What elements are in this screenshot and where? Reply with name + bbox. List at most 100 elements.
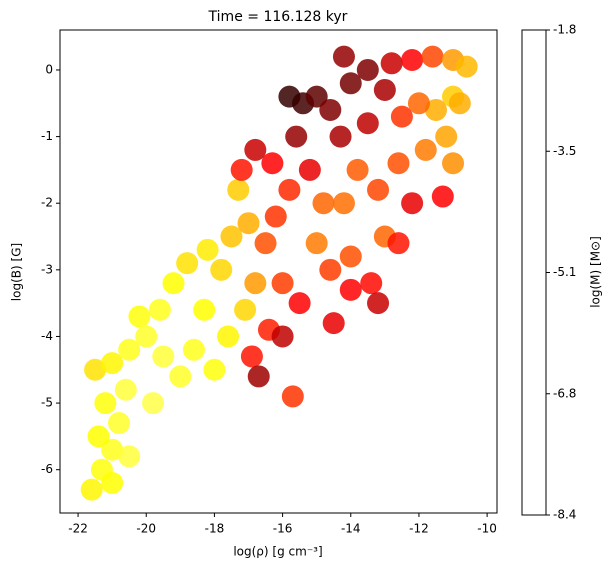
scatter-point (298, 158, 321, 181)
x-tick-label: -16 (273, 522, 293, 536)
scatter-point (285, 125, 308, 148)
scatter-point (237, 212, 260, 235)
colorbar-tick-label: -3.5 (553, 144, 576, 158)
scatter-point (356, 58, 379, 81)
scatter-point (196, 238, 219, 261)
scatter-point (254, 232, 277, 255)
x-tick-label: -14 (341, 522, 361, 536)
x-tick-label: -18 (205, 522, 225, 536)
scatter-point (360, 272, 383, 295)
x-tick-label: -12 (409, 522, 429, 536)
scatter-point (339, 278, 362, 301)
plot-frame (59, 29, 498, 514)
y-axis-label: log(B) [G] (10, 243, 24, 301)
scatter-point (217, 325, 240, 348)
scatter-point (339, 245, 362, 268)
scatter-point (332, 192, 355, 215)
scatter-point (346, 158, 369, 181)
y-tick-label: -3 (41, 262, 53, 276)
scatter-point (305, 232, 328, 255)
scatter-point (373, 78, 396, 101)
y-tick-label: -6 (41, 462, 53, 476)
scatter-point (278, 178, 301, 201)
scatter-point (240, 345, 263, 368)
scatter-point (210, 258, 233, 281)
scatter-point (367, 178, 390, 201)
scatter-point (401, 192, 424, 215)
scatter-point (319, 98, 342, 121)
scatter-point (312, 192, 335, 215)
scatter-point (220, 225, 243, 248)
scatter-point (414, 138, 437, 161)
scatter-point (135, 325, 158, 348)
scatter-point (247, 365, 270, 388)
x-tick-label: -20 (136, 522, 156, 536)
colorbar-label: log(M) [M⊙] (589, 236, 603, 308)
scatter-point (169, 365, 192, 388)
scatter-point (203, 358, 226, 381)
colorbar (521, 29, 547, 516)
colorbar-tick-label: -8.4 (553, 508, 576, 522)
scatter-point (322, 312, 345, 335)
x-axis-label: log(ρ) [g cm⁻³] (233, 545, 322, 559)
scatter-point (193, 298, 216, 321)
y-tick-label: -1 (41, 129, 53, 143)
scatter-point (455, 55, 478, 78)
scatter-point (387, 152, 410, 175)
colorbar-tick-label: -1.8 (553, 23, 576, 37)
scatter-point (148, 298, 171, 321)
colorbar-tick-label: -6.8 (553, 386, 576, 400)
scatter-point (162, 272, 185, 295)
scatter-point (271, 272, 294, 295)
scatter-point (94, 392, 117, 415)
scatter-point (244, 138, 267, 161)
scatter-point (227, 178, 250, 201)
scatter-point (435, 125, 458, 148)
scatter-point (142, 392, 165, 415)
scatter-point (278, 85, 301, 108)
scatter-point (329, 125, 352, 148)
scatter-point (87, 425, 110, 448)
scatter-point (234, 298, 257, 321)
scatter-point (80, 478, 103, 501)
x-tick-label: -10 (477, 522, 497, 536)
scatter-point (424, 98, 447, 121)
y-tick-label: -4 (41, 329, 53, 343)
x-tick-label: -22 (68, 522, 88, 536)
scatter-point (230, 158, 253, 181)
scatter-point (305, 85, 328, 108)
scatter-point (390, 105, 413, 128)
scatter-point (442, 152, 465, 175)
scatter-point (281, 385, 304, 408)
y-tick-label: 0 (45, 62, 53, 76)
chart-title: Time = 116.128 kyr (208, 9, 348, 25)
scatter-point (101, 472, 124, 495)
scatter-point (387, 232, 410, 255)
scatter-point (271, 325, 294, 348)
scatter-point (356, 112, 379, 135)
scatter-point (380, 52, 403, 75)
colorbar-tick-label: -5.1 (553, 265, 576, 279)
scatter-point (319, 258, 342, 281)
scatter-point (107, 412, 130, 435)
scatter-point (407, 92, 430, 115)
scatter-point (101, 438, 124, 461)
scatter-point (118, 445, 141, 468)
scatter-point (182, 338, 205, 361)
scatter-point (261, 152, 284, 175)
y-tick-label: -2 (41, 196, 53, 210)
scatter-point (448, 92, 471, 115)
scatter-point (367, 292, 390, 315)
scatter-point (152, 345, 175, 368)
scatter-point (264, 205, 287, 228)
scatter-point (118, 338, 141, 361)
scatter-point (176, 252, 199, 275)
scatter-point (244, 272, 267, 295)
scatter-point (101, 352, 124, 375)
scatter-point (84, 358, 107, 381)
scatter-point (114, 378, 137, 401)
scatter-point (128, 305, 151, 328)
scatter-point (431, 185, 454, 208)
scatter-point (339, 72, 362, 95)
